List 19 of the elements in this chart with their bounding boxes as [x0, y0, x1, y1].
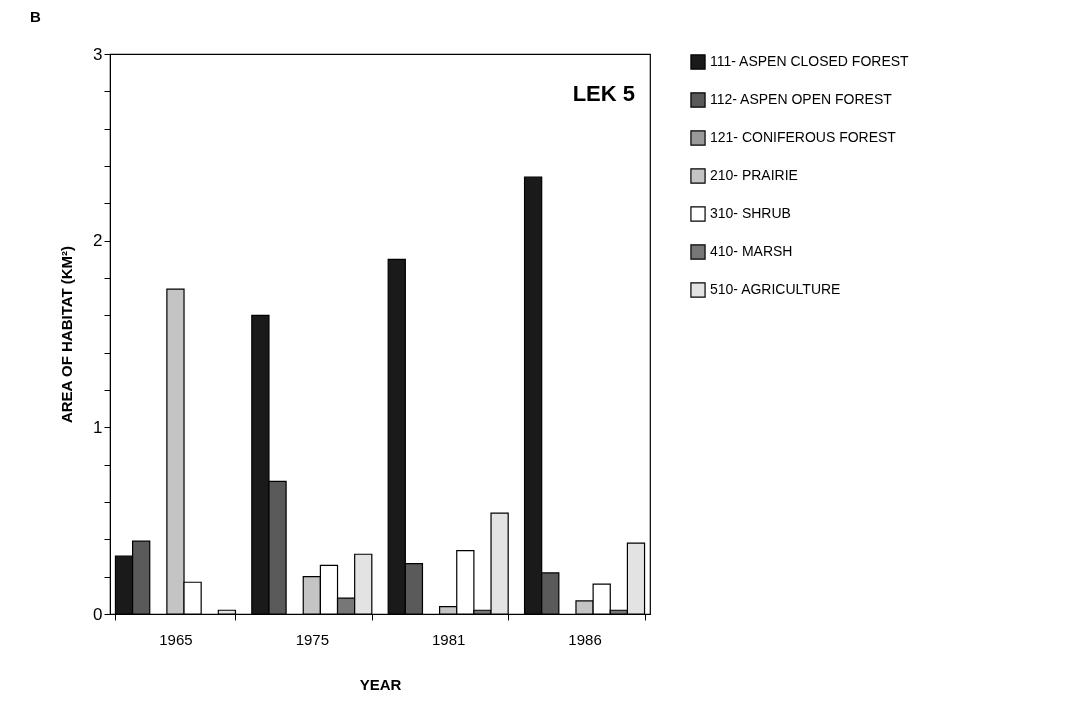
chart-title: B — [30, 8, 41, 25]
legend-label: 111- ASPEN CLOSED FOREST — [710, 53, 910, 69]
y-axis-title: AREA OF HABITAT (KM²) — [58, 245, 76, 424]
legend-label: 510- AGRICULTURE — [710, 281, 841, 297]
y-tick-label: 3 — [93, 44, 103, 64]
legend-label: 112- ASPEN OPEN FOREST — [710, 91, 893, 107]
legend-label: 210- PRAIRIE — [710, 167, 798, 183]
annotation: LEK 5 — [572, 81, 635, 106]
legend-label: 121- CONIFEROUS FOREST — [710, 129, 897, 145]
x-tick-label: 1981 — [431, 630, 466, 648]
y-tick-label: 2 — [93, 231, 103, 251]
legend-label: 310- SHRUB — [710, 205, 791, 221]
x-axis-title: YEAR — [359, 675, 402, 693]
x-tick-label: 1965 — [159, 630, 193, 648]
x-tick-label: 1975 — [295, 630, 330, 648]
y-tick-label: 0 — [93, 604, 103, 624]
x-tick-label: 1986 — [568, 630, 602, 648]
legend-label: 410- MARSH — [710, 243, 793, 259]
y-tick-label: 1 — [93, 417, 103, 437]
